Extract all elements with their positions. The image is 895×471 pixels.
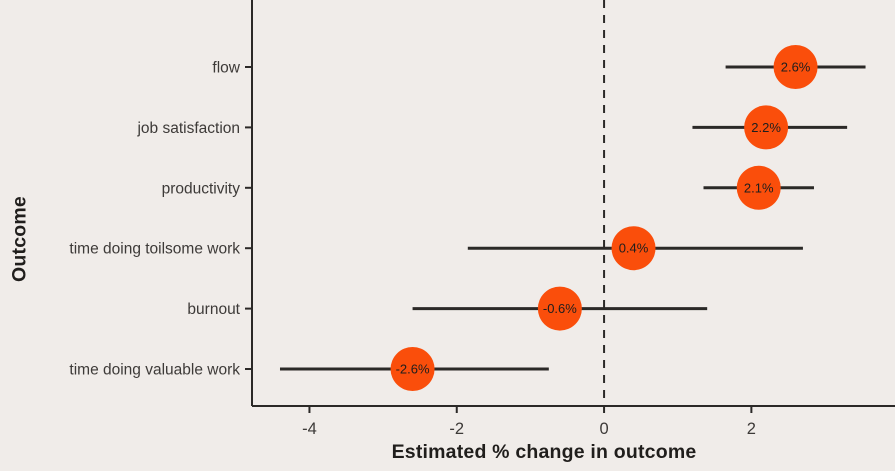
category-label: burnout bbox=[187, 301, 240, 318]
category-label: productivity bbox=[162, 180, 241, 197]
estimate-label: 2.1% bbox=[744, 180, 774, 195]
y-axis-title: Outcome bbox=[8, 196, 31, 282]
estimate-point bbox=[390, 347, 435, 391]
category-label: job satisfaction bbox=[136, 120, 240, 137]
estimate-label: -0.6% bbox=[543, 301, 577, 316]
estimate-point bbox=[736, 165, 781, 210]
x-tick-label: -4 bbox=[302, 420, 317, 438]
estimate-label: -2.6% bbox=[396, 362, 430, 377]
category-label: flow bbox=[212, 60, 240, 77]
estimate-label: 2.2% bbox=[751, 120, 781, 135]
x-axis-title: Estimated % change in outcome bbox=[391, 441, 697, 463]
estimate-label: 2.6% bbox=[781, 60, 811, 75]
estimate-label: 0.4% bbox=[619, 241, 649, 256]
estimate-point bbox=[773, 45, 818, 89]
category-label: time doing toilsome work bbox=[69, 241, 240, 258]
category-label: time doing valuable work bbox=[69, 362, 240, 379]
estimate-point bbox=[537, 286, 582, 331]
x-tick-label: 0 bbox=[599, 420, 608, 438]
estimate-point bbox=[611, 226, 656, 271]
estimate-point bbox=[744, 105, 789, 150]
x-tick-label: 2 bbox=[747, 420, 756, 438]
x-tick-label: -2 bbox=[449, 420, 464, 438]
